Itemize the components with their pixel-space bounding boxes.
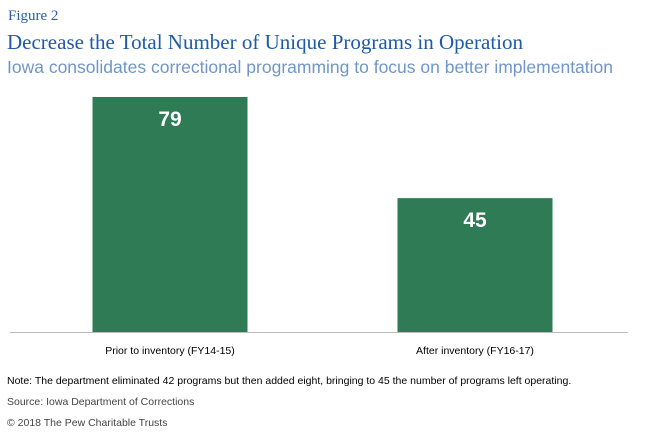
figure-label: Figure 2 <box>8 8 59 24</box>
footnote: Note: The department eliminated 42 progr… <box>7 375 572 387</box>
category-label-2: After inventory (FY16-17) <box>416 345 534 357</box>
bar-2 <box>397 198 553 332</box>
source-note: Source: Iowa Department of Corrections <box>7 396 195 408</box>
bar-chart: 79 Prior to inventory (FY14-15) 45 After in… <box>10 97 628 357</box>
copyright-note: © 2018 The Pew Charitable Trusts <box>7 417 168 429</box>
data-label-1: 79 <box>158 108 181 131</box>
bar-1 <box>92 97 248 332</box>
chart-title: Decrease the Total Number of Unique Prog… <box>7 30 523 54</box>
category-label-1: Prior to inventory (FY14-15) <box>105 345 235 357</box>
chart-subtitle: Iowa consolidates correctional programmi… <box>7 57 614 77</box>
data-label-2: 45 <box>463 209 487 232</box>
